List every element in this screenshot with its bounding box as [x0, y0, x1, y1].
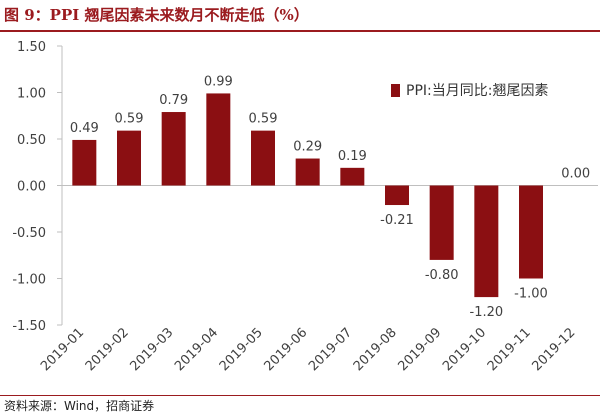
bar	[429, 185, 454, 260]
bar	[340, 167, 365, 186]
x-tick-label: 2019-06	[261, 325, 310, 374]
data-label: -0.21	[380, 213, 414, 228]
y-tick-label: -0.50	[12, 226, 46, 241]
x-tick-label: 2019-04	[172, 325, 221, 374]
x-tick-label: 2019-09	[395, 325, 444, 374]
data-label: 0.99	[204, 74, 233, 89]
x-tick-label: 2019-11	[485, 325, 534, 374]
data-label: 0.59	[115, 112, 144, 127]
y-tick-label: -1.50	[12, 319, 46, 334]
data-label: -1.20	[470, 305, 504, 320]
bar	[474, 185, 499, 298]
bar	[161, 112, 186, 186]
x-tick-label: 2019-12	[529, 325, 578, 374]
x-tick-label: 2019-10	[440, 325, 489, 374]
y-tick-label: 1.50	[17, 40, 46, 55]
data-label: 0.00	[561, 167, 590, 182]
x-tick-label: 2019-03	[127, 325, 176, 374]
bar	[251, 130, 275, 186]
bar-chart: 1.50 1.00 0.50 0.00 -0.50 -1.00 -1.50 0.49 2019-…	[12, 40, 598, 374]
bar	[72, 139, 97, 186]
x-tick-label: 2019-02	[83, 325, 132, 374]
source-note: 资料来源：Wind，招商证券	[4, 399, 155, 413]
data-label: 0.19	[338, 149, 367, 164]
x-tick-label: 2019-08	[351, 325, 400, 374]
footer-divider	[0, 395, 600, 396]
legend: PPI:当月同比:翘尾因素	[391, 80, 548, 100]
chart-title: 图 9：PPI 翘尾因素未来数月不断走低（%）	[4, 6, 309, 24]
data-label: -0.80	[425, 268, 459, 283]
legend-label: PPI:当月同比:翘尾因素	[406, 83, 549, 99]
bar	[385, 185, 409, 206]
bar	[117, 130, 141, 186]
x-tick-label: 2019-07	[306, 325, 355, 374]
data-label: 0.59	[249, 112, 278, 127]
data-label: 0.79	[159, 93, 188, 108]
title-divider	[0, 30, 600, 32]
data-label: 0.29	[293, 140, 322, 155]
y-tick-label: 0.00	[17, 180, 46, 195]
data-label: 0.49	[70, 121, 99, 136]
bar	[295, 158, 320, 186]
data-label: -1.00	[514, 287, 548, 302]
legend-swatch	[391, 83, 400, 97]
y-tick-label: -1.00	[12, 273, 46, 288]
bar	[519, 185, 543, 279]
y-tick-label: 0.50	[17, 133, 46, 148]
x-tick-label: 2019-05	[217, 325, 266, 374]
bar	[206, 93, 231, 186]
y-tick-label: 1.00	[17, 87, 46, 102]
